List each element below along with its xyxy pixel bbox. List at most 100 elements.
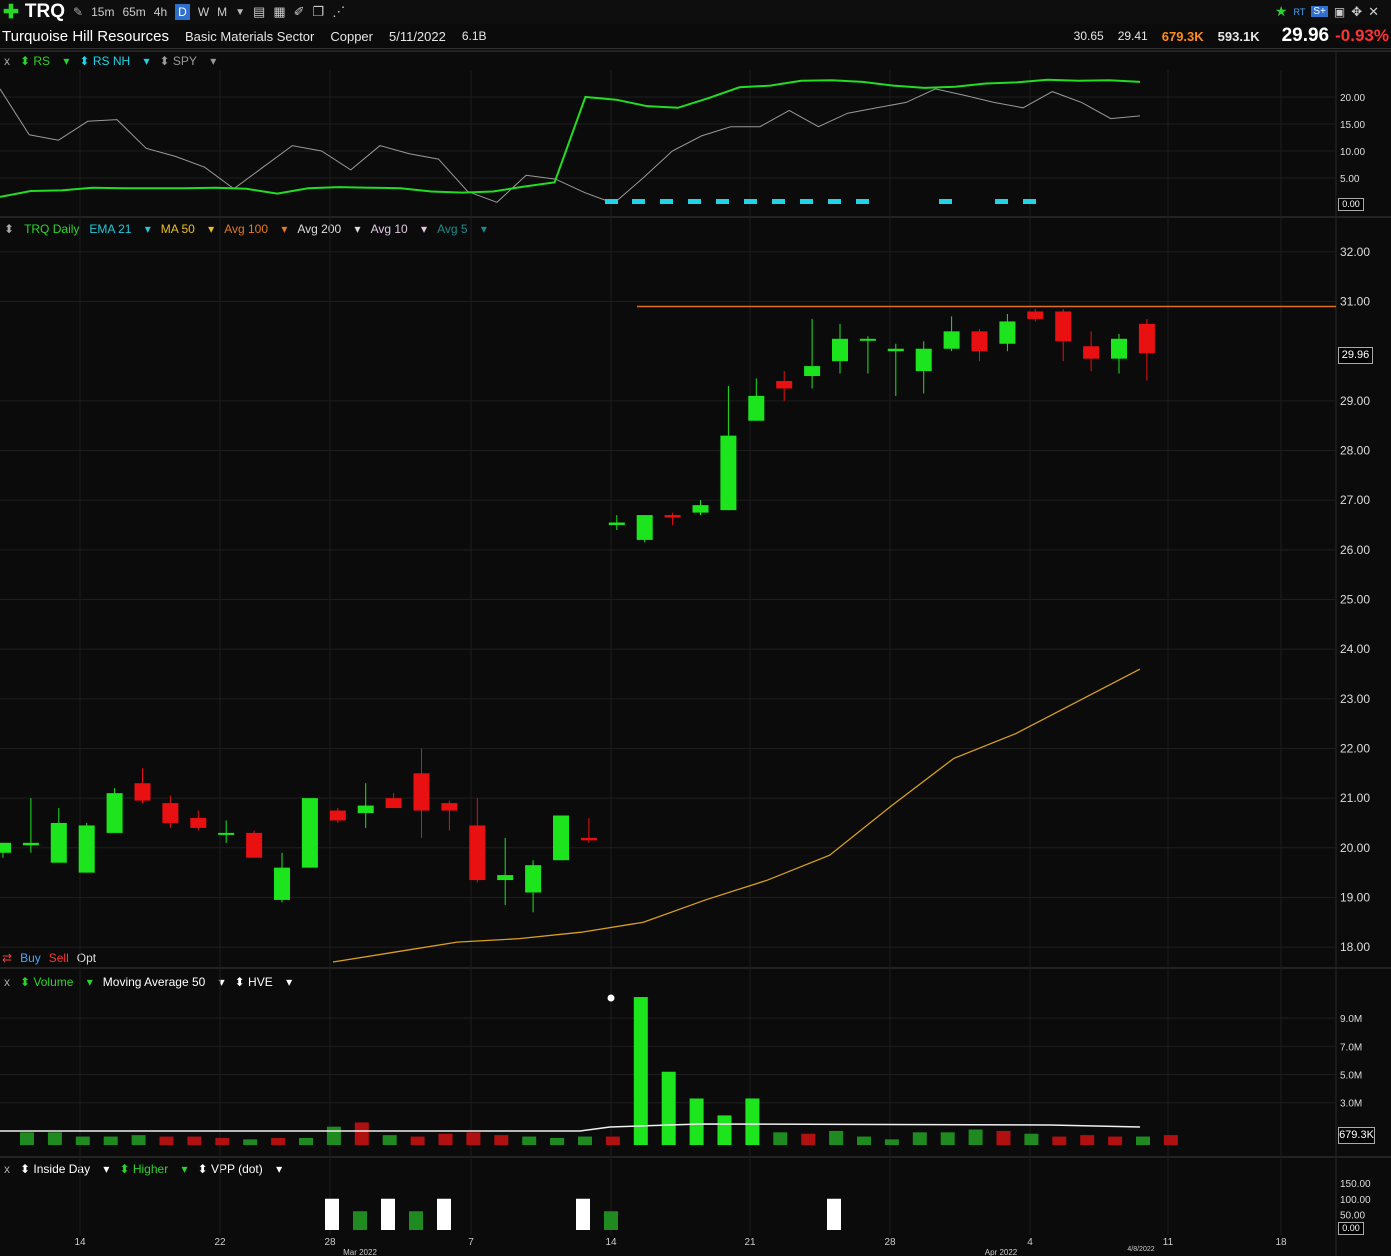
spy-legend[interactable]: ⬍ SPY ▾ bbox=[159, 54, 217, 68]
sector-label[interactable]: Basic Materials Sector bbox=[185, 28, 315, 44]
legend-ma50[interactable]: MA 50 ▾ bbox=[160, 222, 215, 236]
x-axis-label: 18 bbox=[1275, 1237, 1287, 1248]
legend-trq-daily[interactable]: TRQ Daily bbox=[24, 222, 80, 236]
rs-last-label: 0.00 bbox=[1338, 198, 1364, 211]
candle-body bbox=[78, 825, 95, 873]
price-tick-label: 32.00 bbox=[1340, 245, 1370, 259]
chart-type-icon[interactable]: ▤ bbox=[253, 4, 266, 19]
candle-body bbox=[385, 798, 402, 809]
rsnh-legend[interactable]: ⬍ RS NH ▾ bbox=[79, 54, 150, 68]
candle-body bbox=[106, 793, 123, 833]
candle-body bbox=[971, 331, 988, 352]
signal-bar bbox=[827, 1198, 841, 1230]
rs-new-high-marker bbox=[660, 199, 673, 204]
tf-15m[interactable]: 15m bbox=[91, 5, 115, 19]
legend-hve[interactable]: ⬍ HVE ▾ bbox=[234, 975, 293, 989]
add-symbol-icon[interactable]: ✚ bbox=[3, 1, 19, 23]
volume-bar bbox=[410, 1136, 425, 1145]
legend-vpp[interactable]: ⬍ VPP (dot) ▾ bbox=[197, 1162, 283, 1176]
save-icon[interactable]: ▣ bbox=[1333, 4, 1346, 19]
signal-bar bbox=[353, 1211, 367, 1230]
link-icon[interactable]: ✎ bbox=[73, 5, 84, 19]
volume-bar bbox=[103, 1136, 118, 1145]
volume-bar bbox=[578, 1136, 592, 1145]
volume-bar bbox=[271, 1137, 286, 1145]
toolbar: ✚ TRQ ✎ 15m 65m 4h D W M ▼ ▤ ▦ ✐ ❐ ⋰ ★ R… bbox=[0, 0, 1391, 24]
volume-bar bbox=[717, 1115, 732, 1145]
volume-bar bbox=[745, 1098, 760, 1145]
legend-volume[interactable]: ⬍ Volume ▾ bbox=[20, 975, 93, 989]
close-panel-icon[interactable]: x bbox=[4, 975, 10, 989]
legend-higher[interactable]: ⬍ Higher ▾ bbox=[119, 1162, 188, 1176]
change-percent: -0.93% bbox=[1335, 26, 1389, 45]
price-tick-label: 20.00 bbox=[1340, 841, 1370, 855]
industry-label[interactable]: Copper bbox=[330, 28, 373, 44]
rt-icon[interactable]: RT bbox=[1293, 6, 1306, 17]
last-price-label: 29.96 bbox=[1338, 347, 1373, 364]
sell-button[interactable]: Sell bbox=[48, 951, 69, 965]
price-tick-label: 26.00 bbox=[1340, 543, 1370, 557]
volume-bar bbox=[1163, 1135, 1178, 1145]
volume-bar bbox=[131, 1135, 146, 1145]
legend-ema21[interactable]: EMA 21 ▾ bbox=[89, 222, 151, 236]
drag-icon[interactable]: ⬍ bbox=[4, 222, 15, 236]
volume-bar bbox=[20, 1132, 34, 1145]
volume-bar bbox=[1080, 1135, 1095, 1145]
avg-volume-value: 593.1K bbox=[1217, 28, 1260, 44]
volume-tick-label: 5.0M bbox=[1340, 1071, 1362, 1082]
signal-bar bbox=[437, 1198, 451, 1230]
volume-bar bbox=[494, 1135, 509, 1145]
tf-weekly[interactable]: W bbox=[197, 5, 210, 19]
trade-icon[interactable]: ⇄ bbox=[2, 951, 13, 965]
rs-new-high-marker bbox=[856, 199, 869, 204]
close-icon[interactable]: ✕ bbox=[1368, 3, 1379, 19]
symbol-label[interactable]: TRQ bbox=[24, 1, 66, 22]
ma50-line bbox=[332, 668, 1141, 963]
legend-avg10[interactable]: Avg 10 ▾ bbox=[370, 222, 428, 236]
candle-body bbox=[413, 773, 430, 811]
rs-legend[interactable]: ⬍ RS ▾ bbox=[20, 54, 70, 68]
candle-body bbox=[246, 832, 263, 858]
legend-avg100[interactable]: Avg 100 ▾ bbox=[224, 222, 288, 236]
tf-daily[interactable]: D bbox=[175, 4, 190, 20]
draw-icon[interactable]: ✐ bbox=[293, 4, 305, 19]
tf-monthly[interactable]: M bbox=[217, 5, 228, 19]
legend-avg5[interactable]: Avg 5 ▾ bbox=[437, 222, 487, 236]
grid-icon[interactable]: ▦ bbox=[273, 4, 286, 19]
volume-tick-label: 7.0M bbox=[1340, 1042, 1362, 1053]
rs-panel-header: x ⬍ RS ▾ ⬍ RS NH ▾ ⬍ SPY ▾ bbox=[0, 52, 226, 70]
candle-body bbox=[134, 783, 151, 801]
close-panel-icon[interactable]: x bbox=[4, 1162, 10, 1176]
x-axis-label: Mar 2022 bbox=[343, 1248, 377, 1256]
legend-avg200[interactable]: Avg 200 ▾ bbox=[297, 222, 361, 236]
move-icon[interactable]: ✥ bbox=[1351, 3, 1363, 19]
layers-icon[interactable]: ❐ bbox=[312, 4, 325, 19]
hve-dot bbox=[607, 994, 615, 1002]
share-icon[interactable]: ⋰ bbox=[332, 4, 346, 19]
volume-bar bbox=[522, 1136, 537, 1145]
volume-tick-label: 3.0M bbox=[1340, 1099, 1362, 1110]
volume-bar bbox=[159, 1136, 174, 1145]
star-icon[interactable]: ★ bbox=[1274, 3, 1288, 19]
buy-button[interactable]: Buy bbox=[20, 951, 41, 965]
tf-65m[interactable]: 65m bbox=[122, 5, 146, 19]
price-tick-label: 27.00 bbox=[1340, 493, 1370, 507]
candle-body bbox=[357, 805, 374, 814]
candle-body bbox=[162, 803, 179, 823]
opt-button[interactable]: Opt bbox=[76, 951, 97, 965]
tf-4h[interactable]: 4h bbox=[153, 5, 168, 19]
candle-body bbox=[469, 825, 486, 881]
rs-new-high-marker bbox=[828, 199, 841, 204]
splus-icon[interactable]: S+ bbox=[1311, 6, 1328, 17]
legend-inside-day[interactable]: ⬍ Inside Day ▾ bbox=[20, 1162, 110, 1176]
candle-body bbox=[1138, 323, 1155, 354]
volume-bar bbox=[633, 997, 648, 1145]
candle-body bbox=[859, 338, 876, 341]
chevron-down-icon[interactable]: ▼ bbox=[235, 6, 246, 18]
rs-new-high-marker bbox=[1023, 199, 1036, 204]
volume-bar bbox=[1024, 1133, 1039, 1145]
price-tick-label: 22.00 bbox=[1340, 741, 1370, 755]
legend-vol-ma50[interactable]: Moving Average 50 ▾ bbox=[102, 975, 225, 989]
close-panel-icon[interactable]: x bbox=[4, 54, 10, 68]
